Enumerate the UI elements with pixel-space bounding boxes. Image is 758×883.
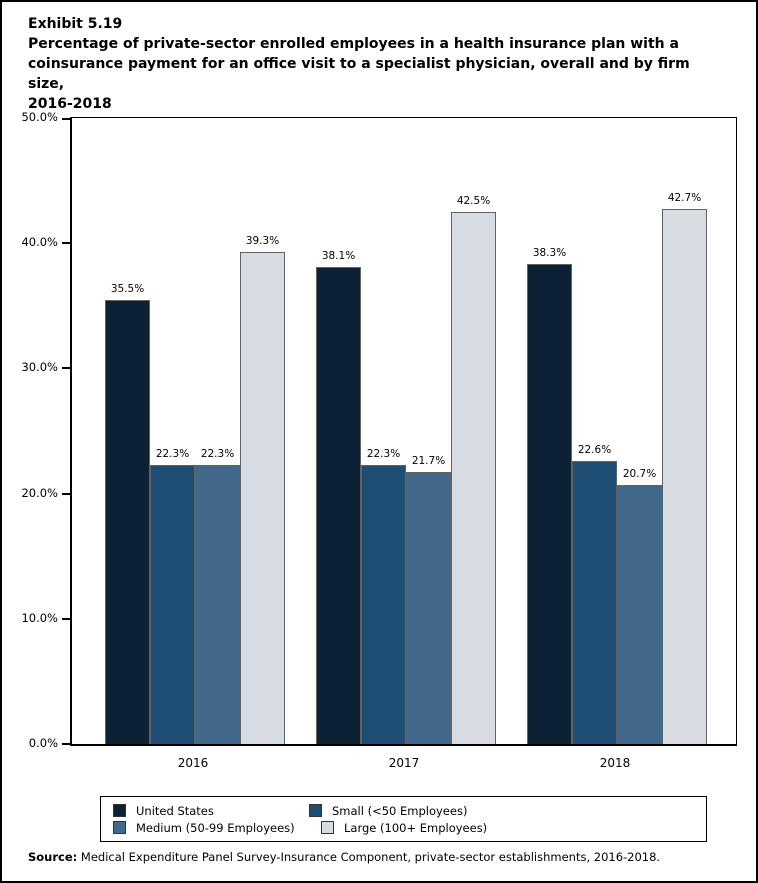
y-axis-tick-label: 50.0% <box>21 110 58 124</box>
legend-item-2: Medium (50-99 Employees) <box>113 819 321 836</box>
source-text: Medical Expenditure Panel Survey-Insuran… <box>77 850 661 864</box>
title-block: Exhibit 5.19 Percentage of private-secto… <box>28 14 718 114</box>
plot-area: 0.0% 10.0% 20.0% 30.0% 40.0% 50.0% 35.5% 22.3% 2… <box>21 110 737 750</box>
bar-2017-series-1 <box>361 465 406 744</box>
bar-value-label: 22.3% <box>155 448 190 460</box>
legend-box: United States Small (<50 Employees) Medium… <box>100 796 707 842</box>
bar-value-label: 21.7% <box>411 455 446 467</box>
bar-value-label: 39.3% <box>245 235 280 247</box>
x-axis-label-2017: 2017 <box>388 756 420 770</box>
chart-title-line-3: 2016-2018 <box>28 96 112 112</box>
bar-2017-series-0 <box>316 267 361 744</box>
y-axis-tick <box>62 492 70 495</box>
y-axis-tick <box>62 743 70 745</box>
legend-label: United States <box>136 803 214 818</box>
y-axis-tick <box>62 242 70 245</box>
bar-2018-series-3 <box>662 209 707 744</box>
y-axis-tick <box>62 367 70 370</box>
legend-item-3: Large (100+ Employees) <box>321 819 517 836</box>
bar-2017-series-3 <box>451 212 496 744</box>
source-note: Source: Medical Expenditure Panel Survey… <box>28 850 738 864</box>
legend-swatch-icon <box>113 821 126 834</box>
source-label: Source: <box>28 850 78 864</box>
legend-label: Medium (50-99 Employees) <box>136 820 295 835</box>
legend-swatch-icon <box>113 804 126 817</box>
y-axis-tick-label: 10.0% <box>21 610 58 625</box>
legend-label: Small (<50 Employees) <box>332 803 468 818</box>
bar-value-label: 35.5% <box>110 283 145 295</box>
y-axis-tick-label: 40.0% <box>21 235 58 250</box>
legend-swatch-icon <box>321 821 334 834</box>
bar-2018-series-0 <box>527 264 572 744</box>
bar-2016-series-1 <box>150 465 195 744</box>
chart-title-line-2: coinsurance payment for an office visit … <box>28 56 690 92</box>
bar-value-label: 42.7% <box>667 192 702 204</box>
bar-value-label: 22.3% <box>200 448 235 460</box>
y-axis-tick <box>62 118 70 120</box>
y-axis-tick <box>62 617 70 620</box>
bar-value-label: 22.3% <box>366 448 401 460</box>
bar-value-label: 22.6% <box>577 444 612 456</box>
bar-2016-series-0 <box>105 300 150 744</box>
bar-2018-series-2 <box>617 485 662 744</box>
exhibit-number: Exhibit 5.19 <box>28 16 123 32</box>
legend-label: Large (100+ Employees) <box>344 820 488 835</box>
bar-2017-series-2 <box>406 472 451 744</box>
y-axis-tick-label: 20.0% <box>21 485 58 500</box>
bar-2018-series-1 <box>572 461 617 744</box>
bar-value-label: 42.5% <box>456 195 491 207</box>
bar-value-label: 38.1% <box>321 250 356 262</box>
bar-value-label: 20.7% <box>622 468 657 480</box>
y-axis-tick-label: 30.0% <box>21 360 58 375</box>
bar-2016-series-2 <box>195 465 240 744</box>
x-axis-label-2018: 2018 <box>599 756 631 770</box>
bar-2016-series-3 <box>240 252 285 744</box>
legend-swatch-icon <box>309 804 322 817</box>
bar-value-label: 38.3% <box>532 247 567 259</box>
x-axis-label-2016: 2016 <box>177 756 209 770</box>
legend-item-0: United States <box>113 802 309 819</box>
chart-title-line-1: Percentage of private-sector enrolled em… <box>28 36 679 52</box>
legend-item-1: Small (<50 Employees) <box>309 802 499 819</box>
y-axis-tick-label: 0.0% <box>28 736 58 750</box>
